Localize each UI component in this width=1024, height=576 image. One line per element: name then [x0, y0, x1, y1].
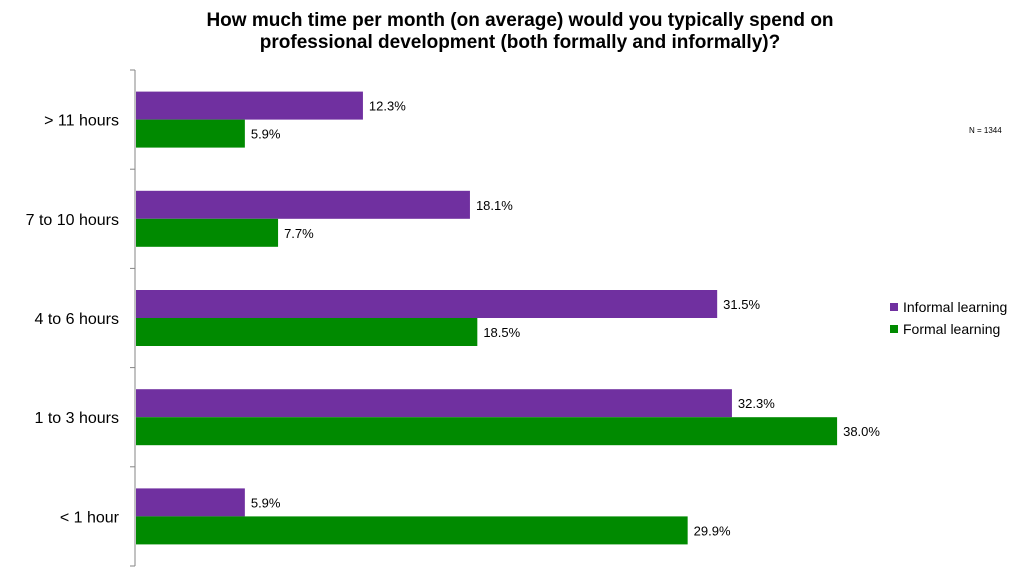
- category-label: 7 to 10 hours: [26, 212, 119, 229]
- legend-label-formal: Formal learning: [903, 321, 1001, 337]
- legend-swatch-formal: [890, 325, 898, 333]
- data-label: 18.5%: [483, 325, 520, 340]
- data-label: 29.9%: [694, 523, 731, 538]
- data-label: 12.3%: [369, 99, 406, 114]
- bar-formal: [136, 218, 279, 247]
- chart-title-line-2: professional development (both formally …: [259, 32, 781, 53]
- legend-swatch-informal: [890, 303, 898, 311]
- legend-item-informal: Informal learning: [890, 296, 1007, 318]
- legend-label-informal: Informal learning: [903, 299, 1008, 315]
- bar-formal: [136, 119, 245, 148]
- data-label: 31.5%: [723, 297, 760, 312]
- chart-title-line-1: How much time per month (on average) wou…: [206, 10, 834, 31]
- data-label: 18.1%: [476, 198, 513, 213]
- category-label: < 1 hour: [60, 509, 120, 526]
- data-label: 5.9%: [251, 495, 281, 510]
- category-label: 4 to 6 hours: [35, 311, 120, 328]
- data-label: 38.0%: [843, 424, 880, 439]
- data-label: 32.3%: [738, 396, 775, 411]
- data-label: 7.7%: [284, 226, 314, 241]
- chart-title: How much time per month (on average) wou…: [90, 10, 950, 54]
- legend-item-formal: Formal learning: [890, 318, 1007, 340]
- sample-size-note: N = 1344: [969, 126, 1002, 135]
- bar-informal: [136, 488, 245, 517]
- category-label: 1 to 3 hours: [35, 410, 120, 427]
- bar-informal: [136, 290, 718, 318]
- bar-formal: [136, 318, 478, 346]
- category-label: > 11 hours: [44, 113, 119, 130]
- bar-formal: [136, 417, 838, 446]
- bar-informal: [136, 389, 732, 418]
- data-label: 5.9%: [251, 127, 281, 142]
- bar-informal: [136, 190, 470, 219]
- bar-informal: [136, 91, 363, 120]
- bar-formal: [136, 516, 688, 545]
- legend: Informal learning Formal learning: [890, 296, 1007, 340]
